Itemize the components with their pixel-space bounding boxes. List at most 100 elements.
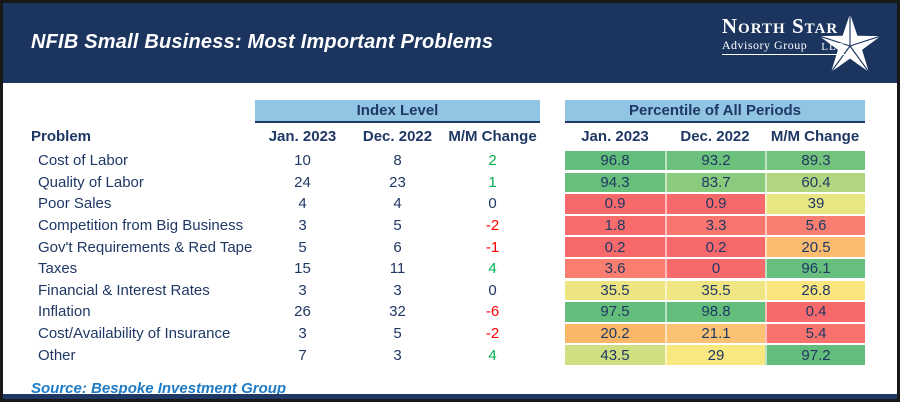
table-area: Index Level Percentile of All Periods Pr… bbox=[3, 83, 897, 399]
north-star-logo: North Star Advisory Group LLC bbox=[684, 3, 889, 83]
index-mm-change-value: -1 bbox=[485, 238, 500, 256]
index-mm-change-value: 0 bbox=[488, 281, 497, 299]
percentile-heatmap-cell: 20.5 bbox=[765, 237, 865, 257]
percentile-heatmap-cell: 97.2 bbox=[765, 345, 865, 365]
column-header-pct-jan: Jan. 2023 bbox=[581, 128, 649, 145]
index-value: 6 bbox=[393, 238, 402, 256]
table-row: Cost of Labor 10 8 2 96.8 93.2 89.3 bbox=[25, 150, 897, 172]
table-rows: Cost of Labor 10 8 2 96.8 93.2 89.3 Quality of … bbox=[25, 150, 897, 366]
index-value: 3 bbox=[393, 281, 402, 299]
column-header-index-jan: Jan. 2023 bbox=[268, 128, 337, 145]
percentile-heatmap-cell: 0 bbox=[665, 259, 765, 279]
percentile-heatmap-cell: 96.1 bbox=[765, 259, 865, 279]
column-header-pct-mm: M/M Change bbox=[770, 128, 860, 145]
column-header-index-mm: M/M Change bbox=[448, 128, 537, 145]
index-value: 3 bbox=[298, 325, 307, 343]
index-value: 5 bbox=[298, 238, 307, 256]
percentile-heatmap-cell: 35.5 bbox=[565, 280, 665, 301]
group-header-spacer bbox=[25, 100, 255, 123]
percentile-heatmap-cell: 0.4 bbox=[765, 302, 865, 322]
table-row: Other 7 3 4 43.5 29 97.2 bbox=[25, 344, 897, 366]
percentile-heatmap-cell: 5.4 bbox=[765, 323, 865, 344]
index-value: 26 bbox=[294, 303, 311, 321]
index-mm-change-value: -6 bbox=[485, 303, 500, 321]
bottom-accent-bar bbox=[3, 394, 897, 399]
logo-llc: LLC bbox=[821, 41, 845, 53]
page-title: NFIB Small Business: Most Important Prob… bbox=[31, 30, 494, 53]
problem-label: Cost of Labor bbox=[38, 152, 129, 170]
problem-label: Taxes bbox=[38, 260, 78, 278]
table-row: Poor Sales 4 4 0 0.9 0.9 39 bbox=[25, 193, 897, 215]
source-note: Source: Bespoke Investment Group bbox=[31, 379, 287, 397]
table-row: Competition from Big Business 3 5 -2 1.8 3.3 5… bbox=[25, 215, 897, 237]
percentile-heatmap-cell: 1.8 bbox=[565, 215, 665, 236]
table-row: Cost/Availability of Insurance 3 5 -2 20.2 21… bbox=[25, 323, 897, 345]
percentile-heatmap-cell: 5.6 bbox=[765, 215, 865, 236]
percentile-heatmap-cell: 83.7 bbox=[665, 172, 765, 193]
percentile-heatmap-cell: 3.3 bbox=[665, 215, 765, 236]
logo-sub-row: Advisory Group LLC bbox=[721, 38, 845, 55]
index-value: 11 bbox=[389, 260, 406, 278]
percentile-heatmap-cell: 3.6 bbox=[565, 259, 665, 279]
index-value: 4 bbox=[298, 195, 307, 213]
index-value: 3 bbox=[298, 217, 307, 235]
index-value: 24 bbox=[294, 173, 311, 191]
index-value: 23 bbox=[389, 173, 406, 191]
logo-subtitle: Advisory Group bbox=[721, 38, 808, 52]
table-row: Inflation 26 32 -6 97.5 98.8 0.4 bbox=[25, 301, 897, 323]
percentile-heatmap-cell: 0.2 bbox=[565, 237, 665, 257]
percentile-heatmap-cell: 93.2 bbox=[665, 151, 765, 171]
problem-label: Cost/Availability of Insurance bbox=[38, 325, 231, 343]
percentile-heatmap-cell: 0.2 bbox=[665, 237, 765, 257]
index-value: 4 bbox=[393, 195, 402, 213]
index-mm-change-value: 4 bbox=[488, 260, 497, 278]
index-value: 7 bbox=[298, 346, 307, 364]
problem-label: Gov't Requirements & Red Tape bbox=[38, 238, 253, 256]
index-value: 5 bbox=[393, 325, 402, 343]
column-header-pct-dec: Dec. 2022 bbox=[680, 128, 750, 145]
percentile-heatmap-cell: 98.8 bbox=[665, 302, 765, 322]
index-mm-change-value: 2 bbox=[488, 152, 497, 170]
index-value: 8 bbox=[393, 152, 402, 170]
index-value: 15 bbox=[294, 260, 311, 278]
problem-label: Other bbox=[38, 346, 76, 364]
table-row: Gov't Requirements & Red Tape 5 6 -1 0.2 0.2 2… bbox=[25, 236, 897, 258]
percentile-heatmap-cell: 97.5 bbox=[565, 302, 665, 322]
title-banner: NFIB Small Business: Most Important Prob… bbox=[3, 3, 897, 83]
problem-label: Inflation bbox=[38, 303, 91, 321]
logo-name: North Star bbox=[721, 14, 839, 38]
percentile-heatmap-cell: 89.3 bbox=[765, 151, 865, 171]
column-header-row: Problem Jan. 2023 Dec. 2022 M/M Change J… bbox=[25, 123, 897, 150]
problem-label: Financial & Interest Rates bbox=[38, 281, 210, 299]
star-icon bbox=[816, 11, 884, 75]
percentile-heatmap-cell: 0.9 bbox=[665, 194, 765, 214]
table-row: Financial & Interest Rates 3 3 0 35.5 35.5 26.… bbox=[25, 280, 897, 302]
column-header-index-dec: Dec. 2022 bbox=[362, 128, 433, 145]
percentile-heatmap-cell: 43.5 bbox=[565, 345, 665, 365]
index-value: 32 bbox=[389, 303, 406, 321]
percentile-heatmap-cell: 94.3 bbox=[565, 172, 665, 193]
index-value: 10 bbox=[294, 152, 311, 170]
group-header-row: Index Level Percentile of All Periods bbox=[25, 100, 897, 123]
percentile-heatmap-cell: 35.5 bbox=[665, 280, 765, 301]
percentile-heatmap-cell: 96.8 bbox=[565, 151, 665, 171]
index-mm-change-value: 0 bbox=[488, 195, 497, 213]
index-mm-change-value: 4 bbox=[488, 346, 497, 364]
index-value: 3 bbox=[298, 281, 307, 299]
column-header-problem: Problem bbox=[31, 128, 92, 145]
percentile-heatmap-cell: 26.8 bbox=[765, 280, 865, 301]
index-mm-change-value: 1 bbox=[488, 173, 497, 191]
problem-label: Quality of Labor bbox=[38, 173, 144, 191]
percentile-heatmap-cell: 20.2 bbox=[565, 323, 665, 344]
table-gap bbox=[540, 100, 565, 123]
percentile-heatmap-cell: 60.4 bbox=[765, 172, 865, 193]
group-header-index-level: Index Level bbox=[255, 100, 540, 123]
problem-label: Competition from Big Business bbox=[38, 217, 244, 235]
logo-text: North Star Advisory Group LLC bbox=[721, 14, 845, 55]
problem-label: Poor Sales bbox=[38, 195, 112, 213]
percentile-heatmap-cell: 39 bbox=[765, 194, 865, 214]
index-mm-change-value: -2 bbox=[485, 217, 500, 235]
index-value: 5 bbox=[393, 217, 402, 235]
group-header-percentile: Percentile of All Periods bbox=[565, 100, 865, 123]
percentile-heatmap-cell: 0.9 bbox=[565, 194, 665, 214]
